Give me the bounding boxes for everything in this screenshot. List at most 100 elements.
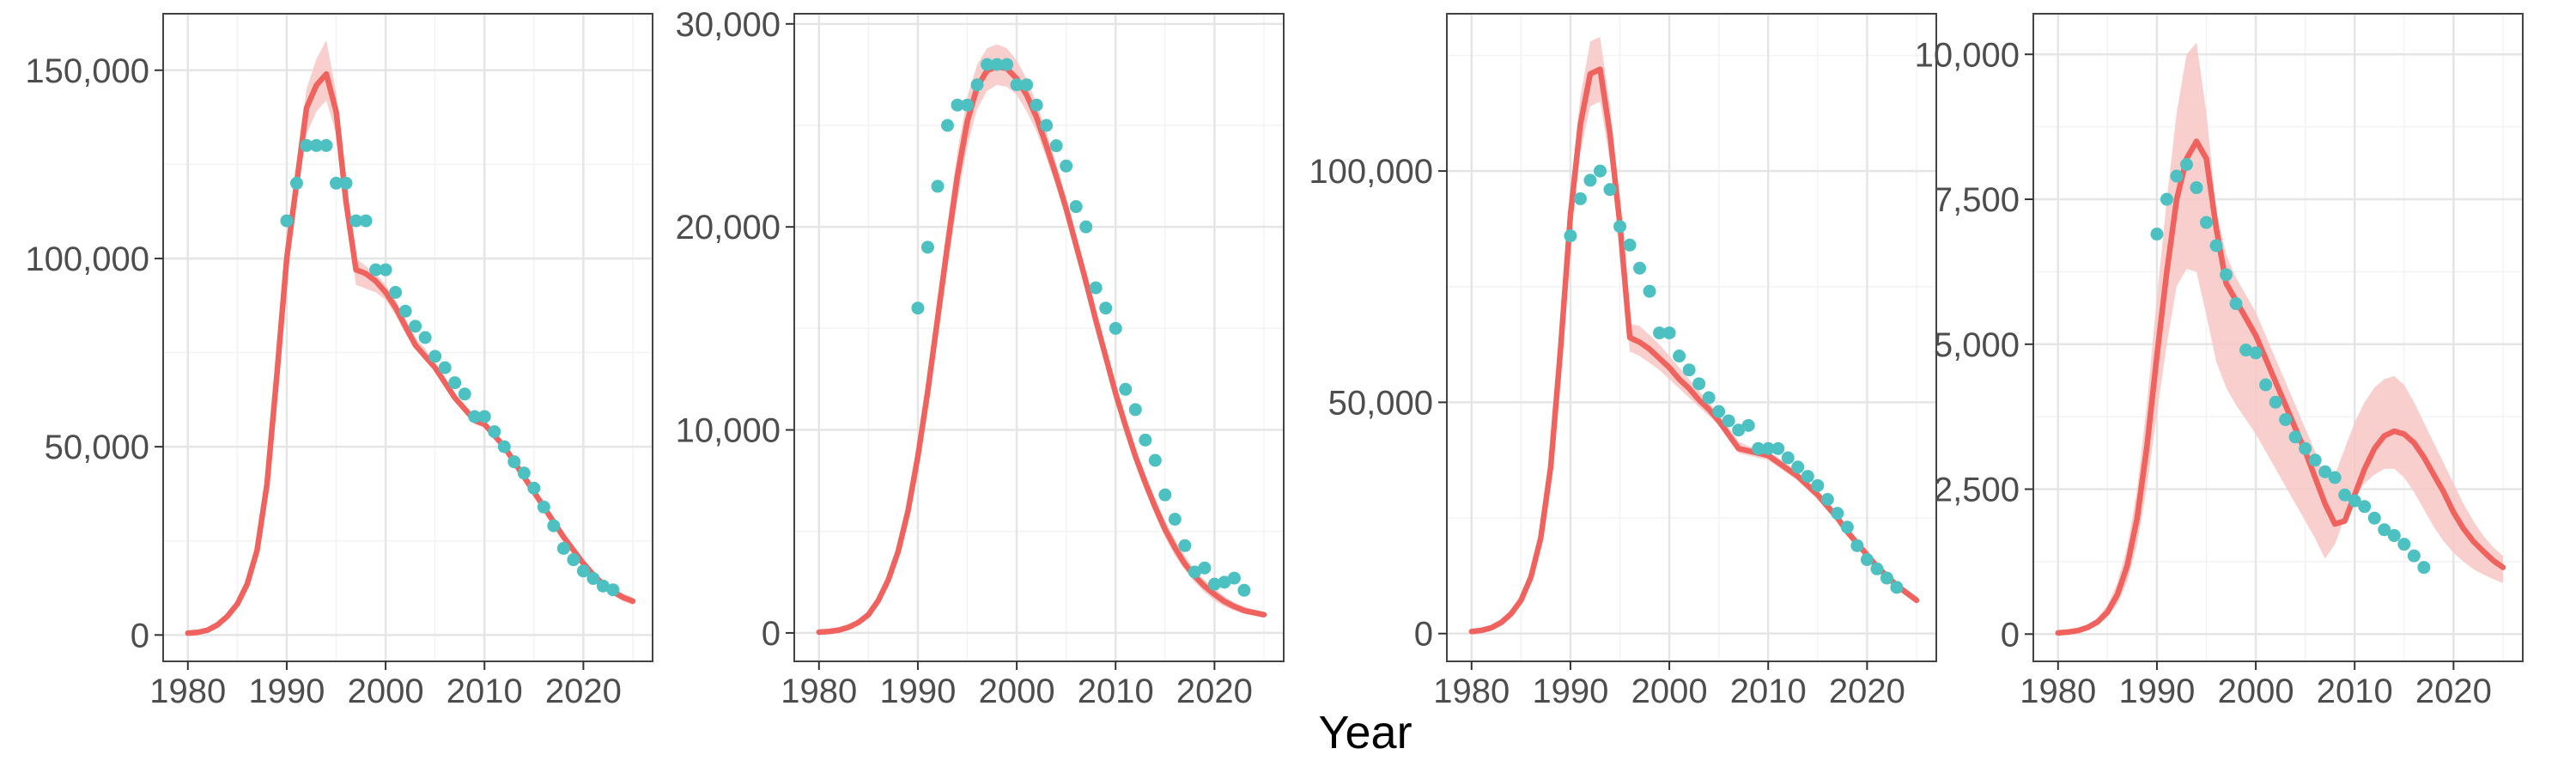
data-point bbox=[1119, 382, 1133, 396]
data-point bbox=[2288, 430, 2302, 444]
y-tick-label: 150,000 bbox=[25, 52, 149, 90]
data-point bbox=[2269, 395, 2282, 409]
data-point bbox=[2378, 523, 2391, 537]
model-line bbox=[2055, 138, 2506, 636]
x-tick-label: 2020 bbox=[1829, 673, 1905, 710]
data-point bbox=[1791, 460, 1805, 474]
data-point bbox=[2417, 561, 2431, 575]
data-point bbox=[339, 176, 353, 190]
plot-area bbox=[2055, 42, 2506, 636]
data-point bbox=[1109, 321, 1122, 335]
y-tick-label: 10,000 bbox=[676, 412, 781, 450]
y-tick-label: 100,000 bbox=[25, 240, 149, 278]
grid-lines bbox=[1447, 14, 1936, 661]
data-point bbox=[379, 263, 392, 277]
data-point bbox=[1030, 98, 1043, 112]
data-point bbox=[448, 376, 462, 390]
x-tick-label: 1980 bbox=[781, 673, 857, 710]
data-point bbox=[2328, 471, 2342, 484]
x-tick-label: 2020 bbox=[2415, 673, 2492, 710]
data-point bbox=[556, 541, 570, 555]
data-point bbox=[1020, 78, 1034, 92]
data-point bbox=[981, 58, 994, 71]
data-point bbox=[2220, 268, 2233, 282]
data-point bbox=[1722, 414, 1735, 428]
x-tick-label: 1980 bbox=[1433, 673, 1510, 710]
data-point bbox=[1079, 220, 1093, 234]
grid-lines bbox=[163, 14, 653, 661]
data-point bbox=[1850, 539, 1864, 552]
y-tick-label: 0 bbox=[2001, 616, 2020, 654]
data-point bbox=[2229, 297, 2243, 311]
x-tick-label: 2000 bbox=[979, 673, 1055, 710]
x-tick-label: 2010 bbox=[447, 673, 523, 710]
y-tick-label: 10,000 bbox=[1915, 36, 2020, 74]
data-point bbox=[280, 214, 294, 228]
data-point bbox=[1811, 478, 1825, 492]
data-point bbox=[1099, 301, 1113, 315]
data-point bbox=[477, 410, 491, 423]
panel-background bbox=[2033, 14, 2523, 661]
data-point bbox=[309, 138, 323, 152]
data-point bbox=[1673, 350, 1686, 363]
x-tick-label: 2000 bbox=[348, 673, 424, 710]
y-tick-label: 0 bbox=[762, 615, 781, 653]
data-point bbox=[1207, 577, 1221, 591]
data-point bbox=[369, 263, 383, 277]
panel-4: 1980 1990 2000 2010 2020 0 2,500 5,000 7,500 10,0… bbox=[1915, 13, 2524, 710]
data-point bbox=[1801, 470, 1814, 484]
data-point bbox=[349, 214, 363, 228]
data-point bbox=[990, 58, 1004, 71]
data-point bbox=[1139, 433, 1152, 447]
data-point bbox=[951, 98, 964, 112]
panel-2: 1980 1990 2000 2010 2020 0 10,000 20,000 30,000 bbox=[676, 6, 1285, 710]
data-point bbox=[428, 350, 442, 363]
data-point bbox=[507, 455, 521, 469]
data-point bbox=[2299, 441, 2312, 455]
data-point bbox=[409, 320, 422, 333]
data-point bbox=[1633, 261, 1647, 275]
data-point bbox=[389, 285, 403, 299]
data-point bbox=[1049, 139, 1063, 153]
data-point bbox=[2209, 239, 2223, 253]
data-point bbox=[1870, 562, 1884, 575]
data-point bbox=[1010, 78, 1024, 92]
data-point bbox=[1860, 553, 1874, 567]
data-point bbox=[1761, 441, 1775, 455]
x-tick-label: 1980 bbox=[149, 673, 226, 710]
data-point bbox=[961, 98, 975, 112]
data-point bbox=[2150, 228, 2164, 241]
data-point bbox=[2160, 192, 2173, 206]
data-point bbox=[517, 466, 531, 480]
data-point bbox=[1840, 520, 1854, 534]
data-point bbox=[1128, 403, 1142, 417]
confidence-band bbox=[2057, 42, 2503, 634]
data-point bbox=[547, 519, 561, 533]
data-point bbox=[1781, 451, 1795, 465]
data-point bbox=[1227, 571, 1241, 585]
data-point bbox=[1643, 284, 1656, 298]
data-point bbox=[1702, 391, 1716, 405]
data-point bbox=[1158, 488, 1172, 502]
data-point bbox=[1692, 377, 1706, 391]
data-point bbox=[319, 138, 333, 152]
panel-background bbox=[1447, 14, 1936, 661]
panels: 1980 1990 2000 2010 2020 0 50,000 100,000 150,00… bbox=[25, 6, 2524, 710]
y-tick-label: 50,000 bbox=[1328, 384, 1433, 422]
data-point bbox=[2318, 465, 2332, 478]
y-tick-label: 100,000 bbox=[1309, 153, 1433, 191]
data-point bbox=[2279, 413, 2293, 427]
data-point bbox=[537, 500, 550, 514]
data-point bbox=[911, 301, 925, 315]
data-point bbox=[1771, 441, 1785, 455]
x-tick-label: 1990 bbox=[248, 673, 325, 710]
data-point bbox=[1682, 363, 1696, 377]
grid-lines bbox=[2033, 14, 2523, 661]
data-point bbox=[2170, 169, 2184, 183]
panel-1: 1980 1990 2000 2010 2020 0 50,000 100,000 150,00… bbox=[25, 13, 653, 710]
data-point bbox=[497, 440, 511, 453]
y-tick-label: 7,500 bbox=[1934, 181, 2020, 219]
data-point bbox=[1583, 173, 1597, 187]
y-tick-label: 5,000 bbox=[1934, 326, 2020, 364]
data-point bbox=[1712, 405, 1726, 418]
